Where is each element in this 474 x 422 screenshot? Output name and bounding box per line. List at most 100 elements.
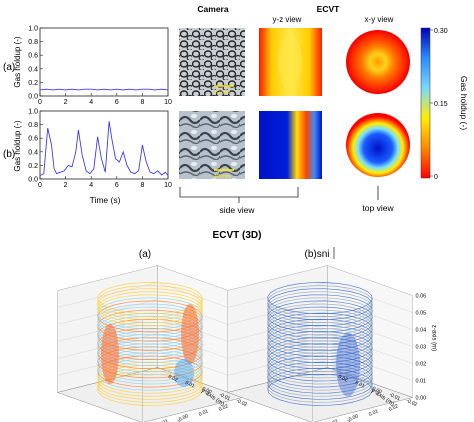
panel-label-3d-b: (b)sni [304,249,329,260]
floor [56,367,244,422]
y-tick-label: 0.01 [184,380,196,390]
scale-text-b: 10 mm [214,174,231,180]
data-series-line [39,121,169,176]
x-tick-label: 0 [38,182,42,189]
y-tick-label: 0.02 [337,374,349,384]
y-tick-label: -0.01 [218,392,231,402]
ecvt-3d-plot-b: 0.06 0.05 0.04 0.03 0.02 0.01 0.00 z-axis (m) -0… [226,265,437,422]
y-tick-label: 0.8 [28,122,38,129]
x-tick-label: 4 [89,182,93,189]
grid-line [57,299,158,325]
x-axis-label: Time (s) [90,195,121,205]
y-tick-label: -0.02 [405,398,418,408]
x-tick-label: 4 [89,99,93,106]
data-series-line [39,88,169,91]
cylinder-ring [267,309,373,342]
y-tick-label: 1.0 [28,109,38,116]
y-tick-label: -0.01 [388,392,401,402]
cylinder-ring [97,294,203,327]
xy-view-header: x-y view [365,15,394,24]
yz-map-a-core [278,34,302,90]
line-plot-b: 0.0 0.2 0.4 0.6 0.8 1.0 0 2 4 6 8 10 [28,109,172,190]
holdup-patch-center [336,332,360,397]
x-tick-label: 0.00 [178,413,190,422]
ecvt-3d-plot-a: 0.060.050.040.030.020.010.00z-axis (m)-0… [56,265,267,422]
scale-text-a: 10 mm [214,90,231,96]
colorbar-tick-mid: 0.15 [434,101,448,108]
grid-line [227,350,328,376]
y-tick-label: -0.02 [235,398,248,408]
y-tick-label: 0.6 [28,53,38,60]
xy-map-b [346,113,410,177]
x-tick-label: -0.01 [156,418,169,422]
y-axis-label-a: Gas holdup (-) [13,36,22,87]
floor [226,367,414,422]
cylinder-ring [267,288,373,321]
colorbar-tick-max: 0.30 [434,28,448,35]
x-tick-label: 0.02 [388,403,400,413]
z-tick-label: 0.04 [416,328,427,334]
grid-line [327,282,413,313]
holdup-patch-right [181,304,199,364]
xy-map-a [346,30,410,94]
x-tick-label: 0.00 [348,413,360,422]
z-tick-label: 0.03 [416,345,427,351]
colorbar-tick-min: 0 [434,174,438,181]
camera-header: Camera [197,4,228,14]
row-label-b: (b) [3,149,15,160]
y-tick-label: 0.0 [28,94,38,101]
camera-image-a [179,28,245,96]
cylinder-ring [97,297,203,330]
y-tick-label: 0.8 [28,39,38,46]
x-tick-label: 0.02 [218,403,230,413]
x-tick-label: 8 [140,99,144,106]
cylinder-ring [267,285,373,318]
cylinder-ring [267,297,373,330]
z-tick-label: 0.02 [416,362,427,368]
x-tick-label: 2 [64,99,68,106]
cylinder-ring [97,288,203,321]
cylinder-ring [267,300,373,333]
ecvt-header: ECVT [317,4,340,14]
yz-map-b [259,111,322,179]
y-tick-label: 0.2 [28,163,38,170]
x-tick-label: 10 [164,99,172,106]
top-view-label: top view [362,203,394,213]
x-tick-label: 0.01 [198,408,210,418]
holdup-patch-left [101,324,119,384]
plot-frame [39,27,169,97]
panel-label-3d-a: (a) [139,249,151,260]
y-tick-label: 0.2 [28,80,38,87]
x-tick-label: 0 [38,99,42,106]
x-tick-label: 6 [115,99,119,106]
cylinder-ring [97,291,203,324]
ecvt-3d-title: ECVT (3D) [213,230,262,241]
side-view-bracket [179,187,299,198]
x-tick-label: -0.01 [326,418,339,422]
holdup-patch-center [174,359,194,387]
cylinder-ring [267,306,373,339]
y-tick-label: 0.01 [354,380,366,390]
line-plot-a: 0.0 0.2 0.4 0.6 0.8 1.0 0 2 4 6 8 10 [28,26,172,107]
x-tick-label: 2 [64,182,68,189]
cylinder-ring [97,282,203,315]
z-axis-label: z-axis (m) [431,325,437,351]
y-tick-label: 0.00 [371,386,383,396]
z-tick-label: 0.01 [416,379,427,385]
side-view-label: side view [220,205,256,215]
row-label-a: (a) [3,62,15,73]
cylinder-ring [267,282,373,315]
cylinder-ring [267,294,373,327]
y-tick-label: 1.0 [28,26,38,33]
x-tick-label: 6 [115,182,119,189]
z-tick-label: 0.06 [416,294,427,300]
cylinder-ring [267,303,373,336]
y-tick-label: 0.00 [201,386,213,396]
grid-line [227,299,328,325]
z-tick-label: 0.00 [416,396,427,402]
y-tick-label: 0.6 [28,136,38,143]
z-tick-label: 0.05 [416,311,427,317]
y-axis-label-b: Gas holdup (-) [13,120,22,171]
y-tick-label: 0.4 [28,66,38,73]
